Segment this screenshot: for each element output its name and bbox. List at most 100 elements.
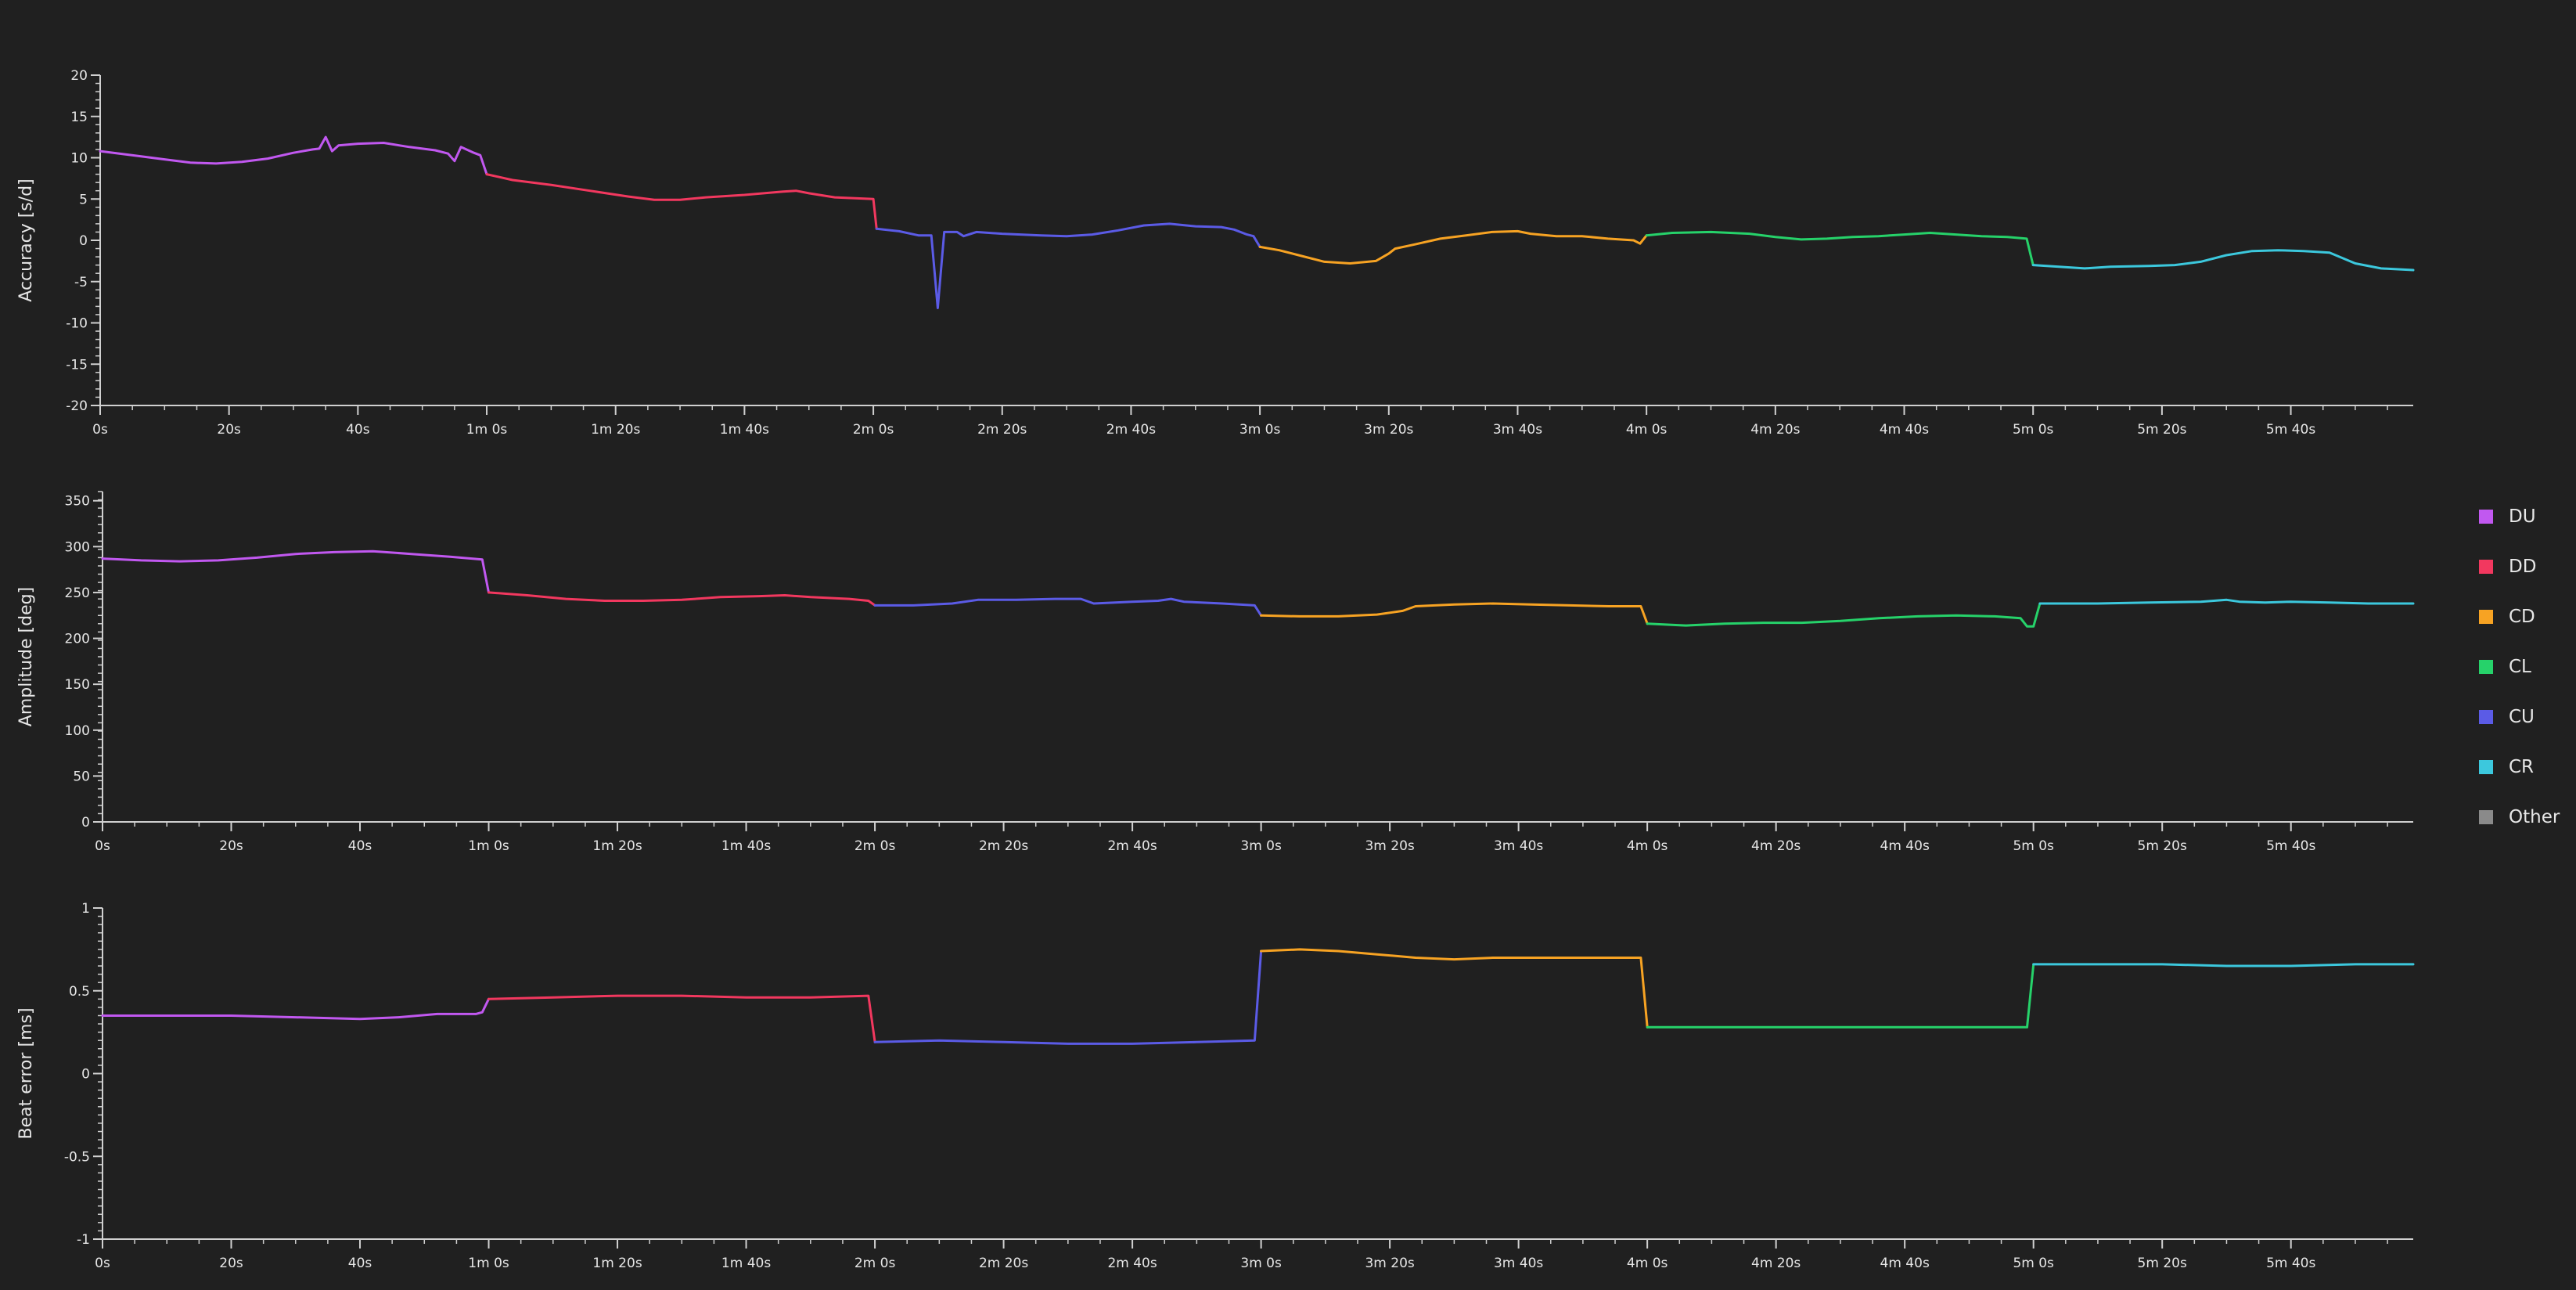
y-axis-label: Accuracy [s/d] (16, 178, 36, 301)
series-line-cr (2032, 963, 2415, 968)
y-axis-label: Amplitude [deg] (16, 587, 36, 726)
x-tick-label: 3m 20s (1364, 422, 1413, 438)
x-tick-label: 4m 40s (1880, 1256, 1930, 1271)
x-tick-label: 1m 20s (592, 838, 642, 854)
legend-item-du[interactable]: DU (2479, 492, 2573, 542)
x-tick-label: 5m 0s (2013, 1256, 2054, 1271)
y-tick-label: 0 (81, 815, 90, 831)
legend-label-dd: DD (2509, 557, 2537, 577)
x-tick-label: 1m 40s (721, 1256, 771, 1271)
x-tick-label: 3m 0s (1239, 422, 1281, 438)
x-tick-label: 0s (92, 422, 108, 438)
x-tick-label: 3m 40s (1494, 1256, 1543, 1271)
legend-swatch-cl (2479, 660, 2493, 674)
x-tick-label: 1m 0s (468, 838, 509, 854)
y-tick-label: -1 (77, 1232, 90, 1248)
x-tick-label: 20s (219, 838, 243, 854)
series-line-cl (1645, 230, 2035, 267)
y-tick-label: 50 (73, 769, 90, 784)
x-tick-label: 1m 40s (720, 422, 769, 438)
x-tick-label: 4m 0s (1627, 838, 1668, 854)
y-tick-label: 1 (81, 901, 90, 917)
x-tick-label: 4m 20s (1750, 422, 1800, 438)
series-line-dd (487, 994, 876, 1043)
x-tick-label: 1m 0s (466, 422, 508, 438)
y-tick-label: 0 (81, 1067, 90, 1083)
x-tick-label: 5m 20s (2138, 838, 2187, 854)
x-tick-label: 2m 40s (1107, 838, 1157, 854)
legend-item-cr[interactable]: CR (2479, 742, 2573, 792)
series-line-cu (873, 597, 1263, 617)
chart-panel-3: 1 0.5 0 -0.5 -1 0s 20s 40s 1m 0s 1m 20s 1m 40s 2m 0… (16, 901, 2415, 1271)
legend-label-cd: CD (2509, 607, 2535, 627)
legend-swatch-other (2479, 810, 2493, 824)
x-tick-label: 3m 40s (1493, 422, 1542, 438)
y-tick-label: 0.5 (69, 984, 90, 1000)
y-tick-label: 20 (70, 68, 88, 84)
series-line-cl (1646, 602, 2042, 628)
x-tick-label: 3m 40s (1494, 838, 1543, 854)
x-tick-label: 20s (219, 1256, 243, 1271)
y-tick-label: 200 (65, 632, 90, 647)
x-tick-label: 3m 20s (1365, 1256, 1414, 1271)
legend-item-cl[interactable]: CL (2479, 642, 2573, 692)
legend-item-cd[interactable]: CD (2479, 592, 2573, 642)
x-tick-label: 1m 20s (591, 422, 640, 438)
x-tick-label: 0s (95, 838, 110, 854)
series-line-cd (1258, 229, 1648, 265)
series-line-cr (2038, 598, 2415, 605)
y-tick-label: 250 (65, 586, 90, 601)
x-tick-label: 5m 40s (2266, 422, 2315, 438)
x-tick-label: 4m 40s (1880, 422, 1929, 438)
x-tick-label: 4m 20s (1751, 1256, 1801, 1271)
x-tick-label: 20s (217, 422, 241, 438)
y-tick-label: -0.5 (64, 1149, 90, 1165)
x-tick-label: 2m 20s (979, 1256, 1028, 1271)
legend-swatch-cr (2479, 760, 2493, 774)
y-tick-label: 300 (65, 539, 90, 555)
legend-item-other[interactable]: Other (2479, 792, 2573, 842)
series-line-cd (1260, 948, 1649, 1029)
y-tick-label: 15 (70, 110, 88, 125)
x-tick-label: 2m 20s (977, 422, 1027, 438)
legend-label-cu: CU (2509, 707, 2535, 727)
legend: DU DD CD CL CU CR Other (2479, 492, 2573, 842)
x-tick-label: 40s (346, 422, 370, 438)
x-tick-label: 4m 20s (1751, 838, 1801, 854)
series-line-du (101, 550, 490, 594)
y-tick-label: -10 (66, 316, 88, 332)
x-tick-label: 1m 0s (468, 1256, 509, 1271)
y-tick-label: 10 (70, 151, 88, 167)
y-tick-label: 100 (65, 723, 90, 739)
x-tick-label: 2m 0s (854, 1256, 896, 1271)
series-line-cu (873, 949, 1263, 1045)
legend-label-cr: CR (2509, 757, 2535, 777)
y-tick-label: -20 (66, 398, 88, 414)
x-tick-label: 2m 40s (1107, 1256, 1157, 1271)
series-line-dd (485, 173, 878, 230)
x-tick-label: 3m 0s (1240, 1256, 1282, 1271)
y-tick-label: -5 (74, 275, 88, 290)
x-tick-label: 2m 0s (854, 838, 896, 854)
legend-label-other: Other (2509, 807, 2560, 827)
y-tick-label: 5 (79, 192, 88, 207)
legend-swatch-du (2479, 510, 2493, 524)
x-tick-label: 2m 40s (1106, 422, 1156, 438)
x-tick-label: 5m 20s (2138, 1256, 2187, 1271)
y-tick-label: 150 (65, 677, 90, 693)
x-tick-label: 1m 40s (721, 838, 771, 854)
legend-item-dd[interactable]: DD (2479, 542, 2573, 592)
x-tick-label: 5m 40s (2266, 838, 2315, 854)
y-tick-label: 350 (65, 494, 90, 510)
legend-swatch-dd (2479, 560, 2493, 574)
series-line-cd (1260, 602, 1649, 625)
y-axis-label: Beat error [ms] (16, 1007, 36, 1139)
series-line-du (101, 997, 490, 1021)
series-line-cr (2031, 249, 2415, 272)
series-line-cu (875, 222, 1261, 309)
x-tick-label: 5m 20s (2137, 422, 2186, 438)
legend-item-cu[interactable]: CU (2479, 692, 2573, 742)
x-tick-label: 2m 20s (979, 838, 1028, 854)
x-tick-label: 40s (348, 1256, 372, 1271)
